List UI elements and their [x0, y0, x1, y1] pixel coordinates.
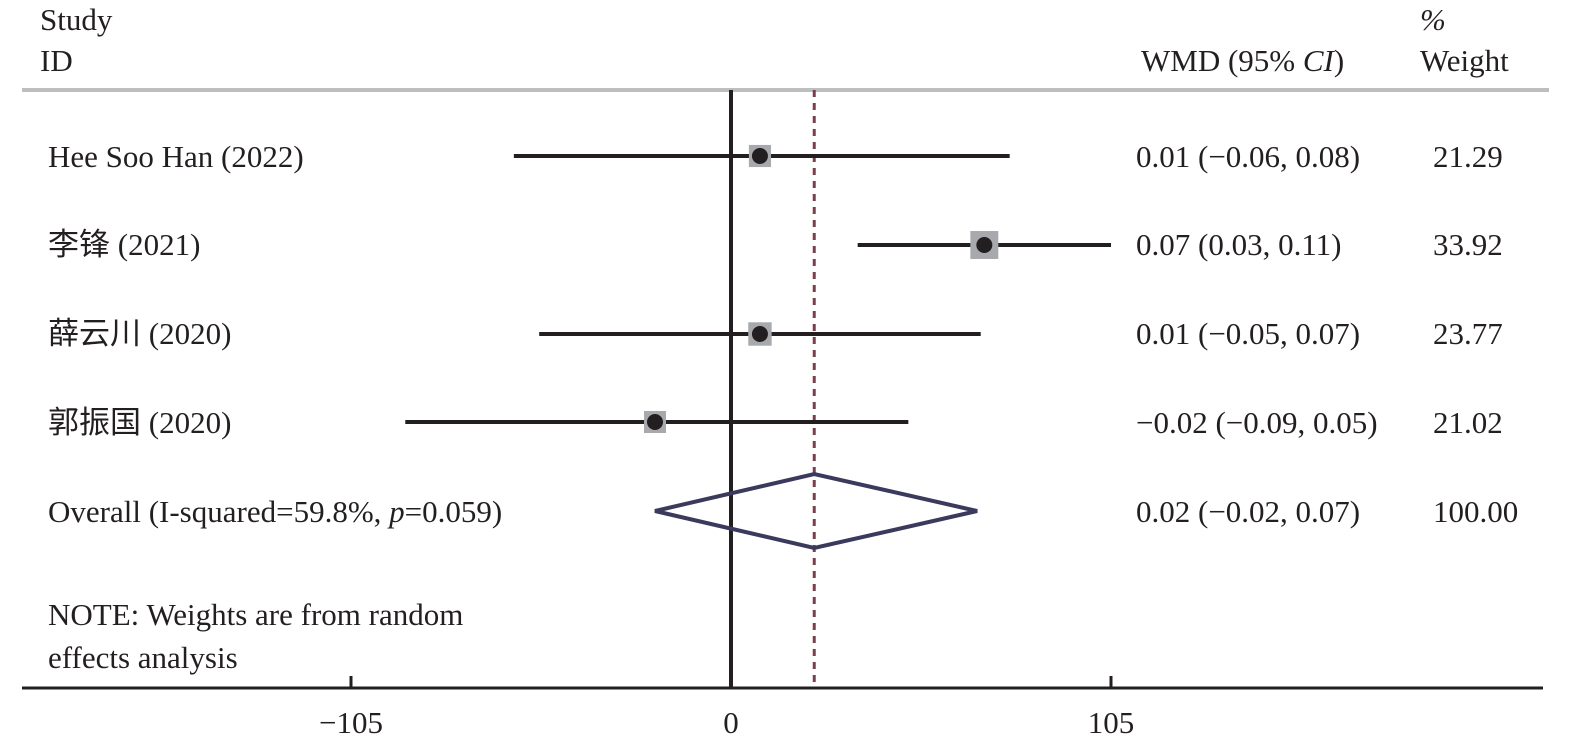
- study-label: Hee Soo Han (2022): [48, 139, 304, 174]
- study-label: 郭振国 (2020): [48, 405, 232, 440]
- x-tick-label: −105: [319, 705, 383, 740]
- note-line-1: NOTE: Weights are from random: [48, 597, 464, 632]
- point-estimate: [751, 326, 768, 342]
- note-line-2: effects analysis: [48, 640, 238, 675]
- point-estimate: [751, 148, 768, 164]
- study-header: Study: [40, 2, 113, 37]
- study-label: 薛云川 (2020): [48, 316, 232, 351]
- study-label: 李锋 (2021): [48, 227, 201, 262]
- wmd-header: WMD (95% CI): [1141, 43, 1345, 78]
- overall-diamond: [654, 471, 978, 551]
- percent-header: %: [1420, 2, 1446, 37]
- ci-value: 0.07 (0.03, 0.11): [1136, 227, 1342, 262]
- point-estimate: [976, 237, 993, 253]
- overall-weight-value: 100.00: [1433, 494, 1519, 529]
- weight-value: 23.77: [1433, 316, 1503, 351]
- weight-header: Weight: [1420, 43, 1509, 78]
- weight-value: 21.02: [1433, 405, 1503, 440]
- ci-value: 0.01 (−0.06, 0.08): [1136, 139, 1361, 174]
- ci-value: −0.02 (−0.09, 0.05): [1136, 405, 1378, 440]
- weight-value: 33.92: [1433, 227, 1503, 262]
- weight-value: 21.29: [1433, 139, 1503, 174]
- overall-label: Overall (I-squared=59.8%, p=0.059): [48, 494, 503, 529]
- ci-value: 0.01 (−0.05, 0.07): [1136, 316, 1361, 351]
- point-estimate: [647, 414, 663, 430]
- overall-ci-value: 0.02 (−0.02, 0.07): [1136, 494, 1361, 529]
- x-tick-label: 105: [1088, 705, 1135, 740]
- x-tick-label: 0: [723, 705, 739, 740]
- id-header: ID: [40, 43, 73, 78]
